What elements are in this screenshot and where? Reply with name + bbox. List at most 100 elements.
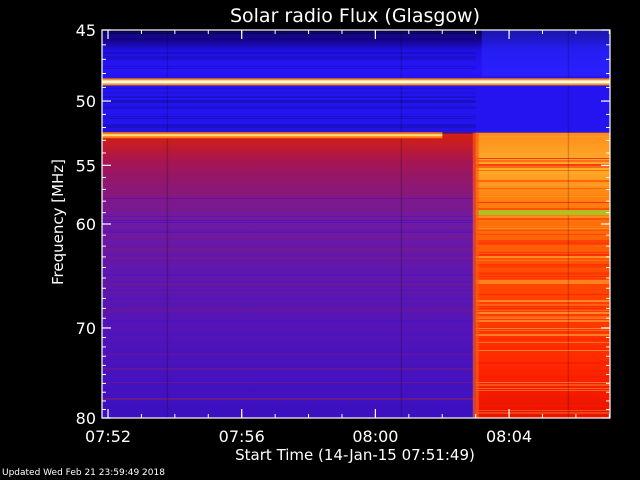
texture-stripe bbox=[475, 282, 610, 284]
y-tick-label: 60 bbox=[76, 215, 96, 234]
texture-stripe bbox=[475, 330, 610, 331]
texture-stripe bbox=[102, 270, 476, 271]
plot-area bbox=[102, 30, 610, 418]
texture-stripe bbox=[475, 310, 610, 311]
texture-stripe bbox=[475, 196, 610, 197]
y-tick-label: 45 bbox=[76, 21, 96, 40]
texture-stripe bbox=[475, 244, 610, 245]
texture-stripe bbox=[102, 382, 476, 383]
texture-stripe bbox=[102, 248, 476, 250]
texture-stripe bbox=[102, 236, 476, 237]
texture-stripe bbox=[475, 234, 610, 235]
texture-stripe bbox=[102, 92, 476, 94]
texture-stripe bbox=[475, 152, 610, 153]
texture-stripe bbox=[475, 154, 610, 156]
texture-stripe bbox=[102, 370, 476, 372]
texture-stripe bbox=[475, 294, 610, 295]
texture-stripe bbox=[102, 186, 476, 187]
texture-stripe bbox=[102, 412, 476, 413]
texture-stripe bbox=[475, 334, 610, 336]
texture-stripe bbox=[475, 264, 610, 266]
texture-stripe bbox=[475, 274, 610, 275]
texture-stripe bbox=[475, 308, 610, 309]
region-burst-spectrum bbox=[475, 132, 610, 418]
texture-stripe bbox=[102, 216, 476, 217]
x-tick-label: 08:04 bbox=[486, 427, 532, 446]
texture-stripe bbox=[102, 222, 476, 223]
texture-stripe bbox=[102, 88, 476, 89]
texture-stripe bbox=[102, 198, 476, 199]
texture-stripe bbox=[475, 202, 610, 203]
region-burst-low-band bbox=[481, 30, 610, 77]
texture-stripe bbox=[475, 254, 610, 256]
texture-stripe bbox=[102, 388, 476, 390]
texture-stripe bbox=[475, 304, 610, 306]
texture-stripe bbox=[102, 114, 476, 115]
texture-stripe bbox=[102, 36, 476, 38]
texture-stripe bbox=[102, 102, 476, 103]
texture-stripe bbox=[102, 398, 476, 400]
feature-line bbox=[102, 80, 610, 84]
texture-stripe bbox=[102, 96, 476, 98]
x-tick-label: 08:00 bbox=[352, 427, 398, 446]
segment-seam bbox=[166, 30, 169, 418]
texture-stripe bbox=[475, 242, 610, 244]
texture-stripe bbox=[102, 174, 476, 175]
texture-stripe bbox=[475, 184, 610, 186]
texture-stripe bbox=[102, 274, 476, 276]
x-tick-label: 07:56 bbox=[219, 427, 265, 446]
burst-onset-edge bbox=[472, 132, 479, 418]
texture-stripe bbox=[102, 334, 476, 335]
texture-stripe bbox=[475, 158, 610, 159]
texture-stripe bbox=[102, 106, 476, 108]
segment-seam bbox=[567, 30, 570, 418]
feature-line bbox=[102, 134, 443, 137]
updated-timestamp: Updated Wed Feb 21 23:59:49 2018 bbox=[2, 468, 165, 478]
texture-stripe bbox=[102, 308, 476, 309]
texture-stripe bbox=[102, 392, 476, 394]
chart-title: Solar radio Flux (Glasgow) bbox=[230, 5, 480, 27]
texture-stripe bbox=[475, 136, 610, 137]
texture-stripe bbox=[102, 46, 476, 47]
texture-stripe bbox=[102, 284, 476, 285]
y-tick-label: 50 bbox=[76, 92, 96, 111]
texture-stripe bbox=[475, 328, 610, 329]
y-tick-label: 80 bbox=[76, 409, 96, 428]
texture-stripe bbox=[475, 380, 610, 382]
texture-stripe bbox=[102, 164, 476, 165]
texture-stripe bbox=[475, 410, 610, 411]
texture-stripe bbox=[475, 300, 610, 302]
texture-stripe bbox=[475, 166, 610, 168]
texture-stripe bbox=[102, 178, 476, 179]
texture-stripe bbox=[475, 252, 610, 253]
texture-stripe bbox=[102, 126, 476, 128]
texture-stripe bbox=[102, 232, 476, 233]
x-axis-label: Start Time (14-Jan-15 07:51:49) bbox=[235, 446, 475, 464]
texture-stripe bbox=[102, 124, 476, 126]
texture-stripe bbox=[475, 272, 610, 274]
texture-stripe bbox=[102, 342, 476, 343]
texture-stripe bbox=[102, 234, 476, 235]
texture-stripe bbox=[102, 368, 476, 370]
texture-stripe bbox=[475, 388, 610, 389]
texture-stripe bbox=[475, 342, 610, 343]
texture-stripe bbox=[475, 280, 610, 282]
y-tick-label: 70 bbox=[76, 319, 96, 338]
texture-stripe bbox=[475, 306, 610, 307]
texture-stripe bbox=[102, 128, 476, 129]
texture-stripe bbox=[475, 390, 610, 391]
texture-stripe bbox=[475, 370, 610, 371]
y-tick-label: 55 bbox=[76, 156, 96, 175]
texture-stripe bbox=[475, 240, 610, 242]
texture-stripe bbox=[475, 404, 610, 406]
texture-stripe bbox=[102, 116, 476, 117]
texture-stripe bbox=[475, 412, 610, 414]
texture-stripe bbox=[475, 208, 610, 210]
texture-stripe bbox=[102, 230, 476, 232]
texture-stripe bbox=[475, 216, 610, 218]
texture-stripe bbox=[475, 376, 610, 378]
texture-stripe bbox=[475, 406, 610, 407]
texture-stripe bbox=[475, 384, 610, 386]
segment-seam bbox=[400, 30, 403, 418]
texture-stripe bbox=[475, 266, 610, 268]
